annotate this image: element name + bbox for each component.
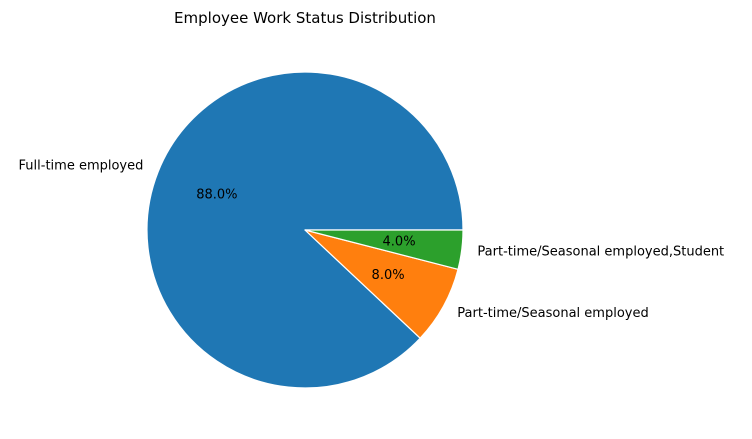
slice-label-part-time-seasonal-employed-student: Part-time/Seasonal employed,Student bbox=[477, 244, 724, 259]
pie-slice-part-time-seasonal-employed-student bbox=[304, 229, 464, 270]
pct-label-full-time-employed: 88.0% bbox=[196, 188, 237, 203]
chart-title: Employee Work Status Distribution bbox=[174, 9, 436, 27]
slice-label-part-time-seasonal-employed: Part-time/Seasonal employed bbox=[457, 306, 648, 321]
pct-label-part-time-seasonal-employed-student: 4.0% bbox=[383, 234, 416, 249]
pct-label-part-time-seasonal-employed: 8.0% bbox=[372, 268, 405, 283]
slice-label-full-time-employed: Full-time employed bbox=[19, 159, 144, 174]
pie-labels: Full-time employed 88.0% Part-time/Seasona… bbox=[19, 159, 725, 322]
pie-slices bbox=[146, 71, 464, 389]
